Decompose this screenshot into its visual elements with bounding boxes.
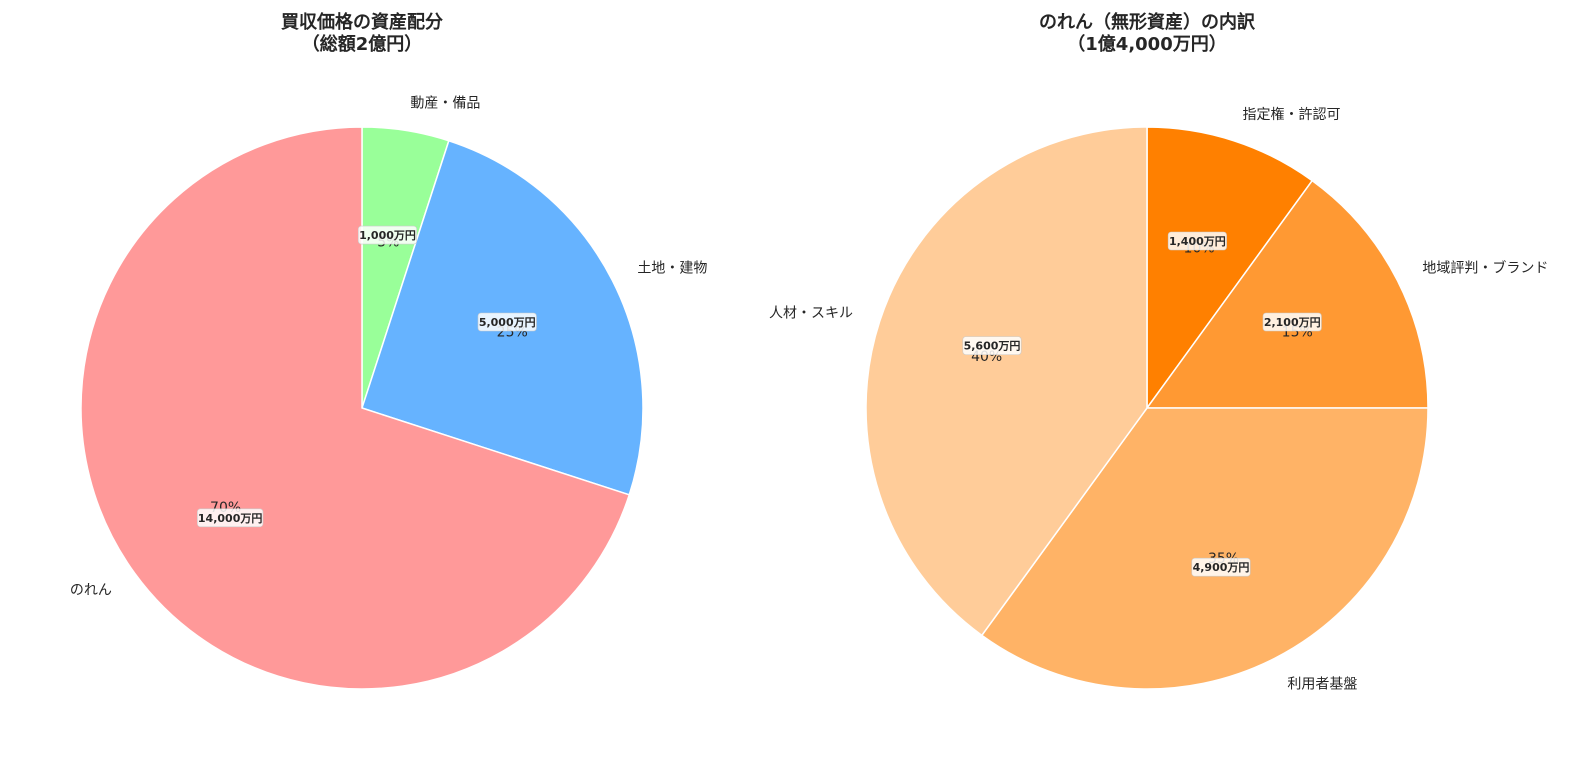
chart-title-line2: （1億4,000万円） [1067,33,1226,55]
slice-category-label: 動産・備品 [410,96,480,112]
slice-amount-label: 1,400万円 [1169,235,1226,248]
slice-amount-box [197,508,264,528]
chart-title-line1: 買収価格の資産配分 [281,11,443,33]
slice-category-label: のれん [70,583,112,599]
pie-slices [80,126,644,690]
slice-amount-box [962,336,1022,355]
pie-labels: 動産・備品5%1,000万円土地・建物25%5,000万円のれん70%14,00… [70,96,707,599]
slice-amount-box [1262,312,1322,332]
slice-amount-label: 4,900万円 [1193,561,1250,574]
pie-labels: 指定権・許認可10%1,400万円地域評判・ブランド15%2,100万円利用者基… [769,106,1548,692]
pie-slice [865,126,1148,637]
slice-category-label: 地域評判・ブランド [1422,260,1548,277]
pie-slice [1146,126,1314,411]
slice-amount-label: 14,000万円 [198,512,262,525]
slice-amount-box [1167,231,1227,251]
slice-amount-label: 5,000万円 [479,316,536,329]
slice-category-label: 指定権・許認可 [1243,106,1341,123]
pie-chart-goodwill-breakdown: のれん（無形資産）の内訳 （1億4,000万円） 指定権・許認可10%1,400… [769,11,1548,692]
pie-slice [980,407,1429,690]
slice-amount-box [1191,557,1251,577]
slice-category-label: 利用者基盤 [1287,675,1357,692]
slice-amount-label: 1,000万円 [359,229,416,242]
chart-title-line2: （総額2億円） [302,33,423,55]
pie-slices [865,126,1429,690]
slice-amount-label: 2,100万円 [1264,316,1321,329]
slice-amount-label: 5,600万円 [964,340,1021,353]
chart-title-line1: のれん（無形資産）の内訳 [1039,11,1256,33]
slice-amount-box [357,225,417,245]
slice-amount-box [477,312,537,332]
pie-slice [1145,179,1429,409]
slice-category-label: 土地・建物 [637,261,707,277]
pie-slice [80,126,631,690]
slice-category-label: 人材・スキル [769,305,853,321]
pie-chart-asset-allocation: 買収価格の資産配分 （総額2億円） 動産・備品5%1,000万円土地・建物25%… [70,11,707,690]
